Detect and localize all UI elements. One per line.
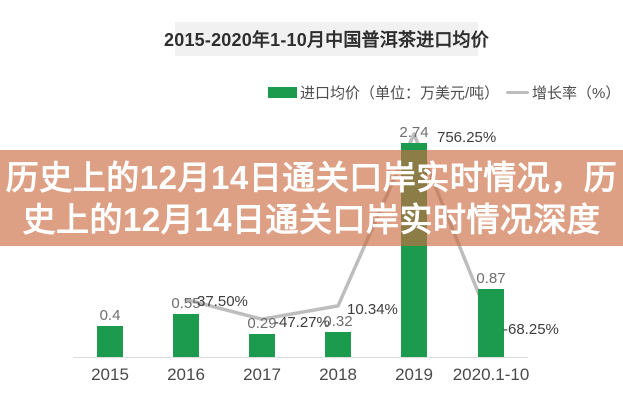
x-tick-2016: 2016 [167,365,205,384]
legend-item-growth-rate: 增长率（%） [506,82,620,102]
growth-label-2017: -47.27% [274,314,330,332]
x-tick-2018: 2018 [319,365,357,384]
bar-2015 [97,325,123,357]
value-label-2018: 0.32 [323,313,353,331]
x-axis-line [73,357,528,358]
banner-text-line-2: 史上的12月14日通关口岸实时情况深度 [22,201,601,238]
chart-title-box: 2015-2020年1-10月中国普洱茶进口均价 [164,22,489,56]
bar-2020.1-10 [478,289,504,357]
value-label-2020.1-10: 0.87 [476,270,506,288]
legend-line-label: 增长率（%） [532,84,621,102]
legend-bar-label: 进口均价（单位：万美元/吨） [300,84,500,102]
value-label-2017: 0.29 [247,315,277,333]
overlay-banner: 历史上的12月14日通关口岸实时情况，历 史上的12月14日通关口岸实时情况深度 [0,150,623,246]
value-label-2016: 0.55 [171,295,201,313]
value-label-2019: 2.74 [399,124,429,142]
x-tick-2015: 2015 [91,365,129,384]
bar-2017 [249,334,275,357]
growth-label-2016: 37.50% [197,292,248,310]
bar-2018 [325,332,351,357]
legend-item-import-price: 进口均价（单位：万美元/吨） [268,82,499,102]
banner-text-line-1: 历史上的12月14日通关口岸实时情况，历 [5,159,618,196]
growth-label-2020.1-10: -68.25% [503,321,559,338]
growth-label-2018: 10.34% [347,300,398,318]
x-tick-2019: 2019 [395,365,433,384]
bar-2016 [173,314,199,357]
x-tick-2020.1-10: 2020.1-10 [452,365,530,384]
value-label-2015: 0.4 [99,306,121,324]
growth-label-2019: 756.25% [437,129,497,147]
x-tick-2017: 2017 [243,365,281,384]
chart-title: 2015-2020年1-10月中国普洱茶进口均价 [164,30,489,50]
line-series-swatch [506,90,529,94]
bar-series-swatch [268,86,297,98]
